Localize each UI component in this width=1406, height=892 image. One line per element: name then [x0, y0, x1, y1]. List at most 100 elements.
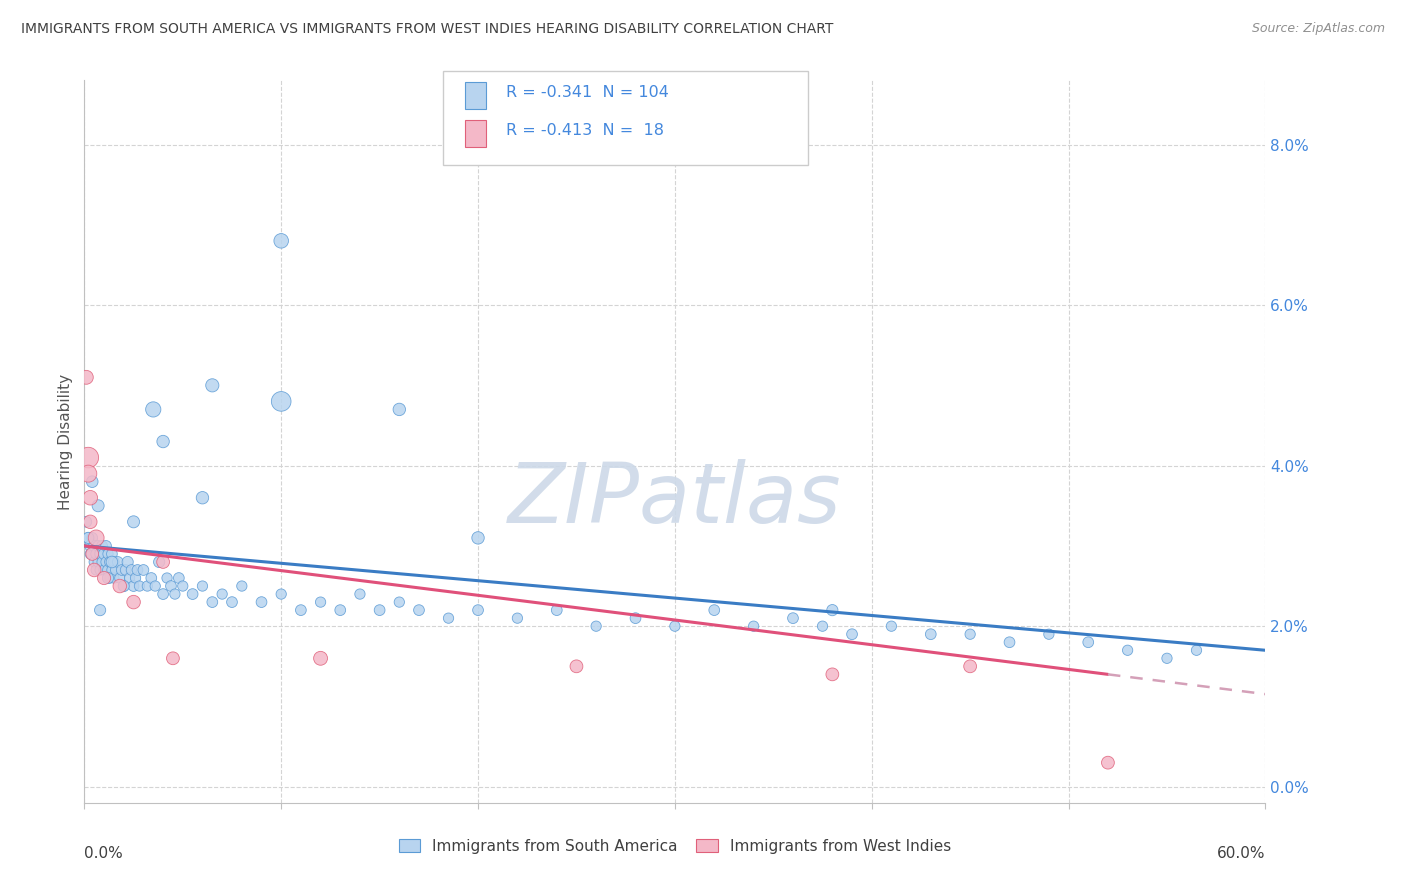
Point: [959, 659, 981, 673]
Point: [160, 579, 183, 593]
Point: [152, 587, 174, 601]
Point: [1038, 627, 1060, 641]
Point: [152, 434, 174, 449]
Point: [93, 547, 115, 561]
Point: [97, 571, 120, 585]
Point: [546, 603, 568, 617]
Point: [75, 370, 97, 384]
Point: [108, 571, 131, 585]
Point: [172, 579, 194, 593]
Point: [329, 603, 352, 617]
Point: [103, 571, 125, 585]
Point: [309, 651, 332, 665]
Point: [93, 563, 115, 577]
Point: [104, 563, 127, 577]
Point: [101, 547, 124, 561]
Point: [270, 234, 292, 248]
Point: [93, 571, 115, 585]
Point: [1097, 756, 1119, 770]
Point: [167, 571, 190, 585]
Point: [309, 595, 332, 609]
Point: [89, 547, 111, 561]
Point: [91, 555, 114, 569]
Point: [75, 515, 97, 529]
Point: [82, 547, 104, 561]
Legend: Immigrants from South America, Immigrants from West Indies: Immigrants from South America, Immigrant…: [392, 833, 957, 860]
Point: [821, 667, 844, 681]
Point: [211, 587, 233, 601]
Text: 0.0%: 0.0%: [84, 847, 124, 861]
Point: [191, 579, 214, 593]
Point: [811, 619, 834, 633]
Point: [87, 555, 110, 569]
Point: [79, 547, 101, 561]
Point: [84, 563, 107, 577]
Point: [97, 563, 120, 577]
Point: [103, 555, 125, 569]
Point: [83, 563, 105, 577]
Point: [136, 579, 159, 593]
Point: [1156, 651, 1178, 665]
Point: [89, 603, 111, 617]
Point: [250, 595, 273, 609]
Point: [201, 595, 224, 609]
Point: [920, 627, 942, 641]
Point: [77, 467, 100, 481]
Point: [124, 571, 146, 585]
Point: [112, 579, 135, 593]
Point: [506, 611, 529, 625]
Point: [231, 579, 253, 593]
Text: 60.0%: 60.0%: [1218, 847, 1265, 861]
Point: [127, 563, 149, 577]
Point: [191, 491, 214, 505]
Point: [94, 555, 117, 569]
Point: [221, 595, 243, 609]
Point: [388, 402, 411, 417]
Point: [624, 611, 647, 625]
Point: [664, 619, 686, 633]
Point: [98, 555, 121, 569]
Point: [98, 571, 121, 585]
Text: R = -0.413  N =  18: R = -0.413 N = 18: [506, 123, 664, 138]
Point: [408, 603, 430, 617]
Point: [181, 587, 204, 601]
Point: [83, 555, 105, 569]
Point: [156, 571, 179, 585]
Point: [111, 563, 134, 577]
Point: [782, 611, 804, 625]
Point: [141, 571, 163, 585]
Point: [1077, 635, 1099, 649]
Point: [87, 539, 110, 553]
Point: [84, 547, 107, 561]
Point: [998, 635, 1021, 649]
Point: [1116, 643, 1139, 657]
Point: [368, 603, 391, 617]
Point: [148, 555, 170, 569]
Point: [89, 563, 111, 577]
Point: [1185, 643, 1208, 657]
Point: [437, 611, 460, 625]
Point: [91, 539, 114, 553]
Point: [163, 587, 186, 601]
Point: [585, 619, 607, 633]
Point: [84, 531, 107, 545]
Point: [821, 603, 844, 617]
Point: [77, 531, 100, 545]
Point: [97, 547, 120, 561]
Point: [132, 563, 155, 577]
Point: [162, 651, 184, 665]
Point: [117, 555, 139, 569]
Text: R = -0.341  N = 104: R = -0.341 N = 104: [506, 85, 669, 100]
Point: [742, 619, 765, 633]
Point: [101, 563, 124, 577]
Point: [841, 627, 863, 641]
Text: Source: ZipAtlas.com: Source: ZipAtlas.com: [1251, 22, 1385, 36]
Point: [79, 515, 101, 529]
Point: [152, 555, 174, 569]
Point: [143, 579, 166, 593]
Point: [565, 659, 588, 673]
Point: [87, 499, 110, 513]
Point: [107, 555, 129, 569]
Point: [122, 595, 145, 609]
Point: [703, 603, 725, 617]
